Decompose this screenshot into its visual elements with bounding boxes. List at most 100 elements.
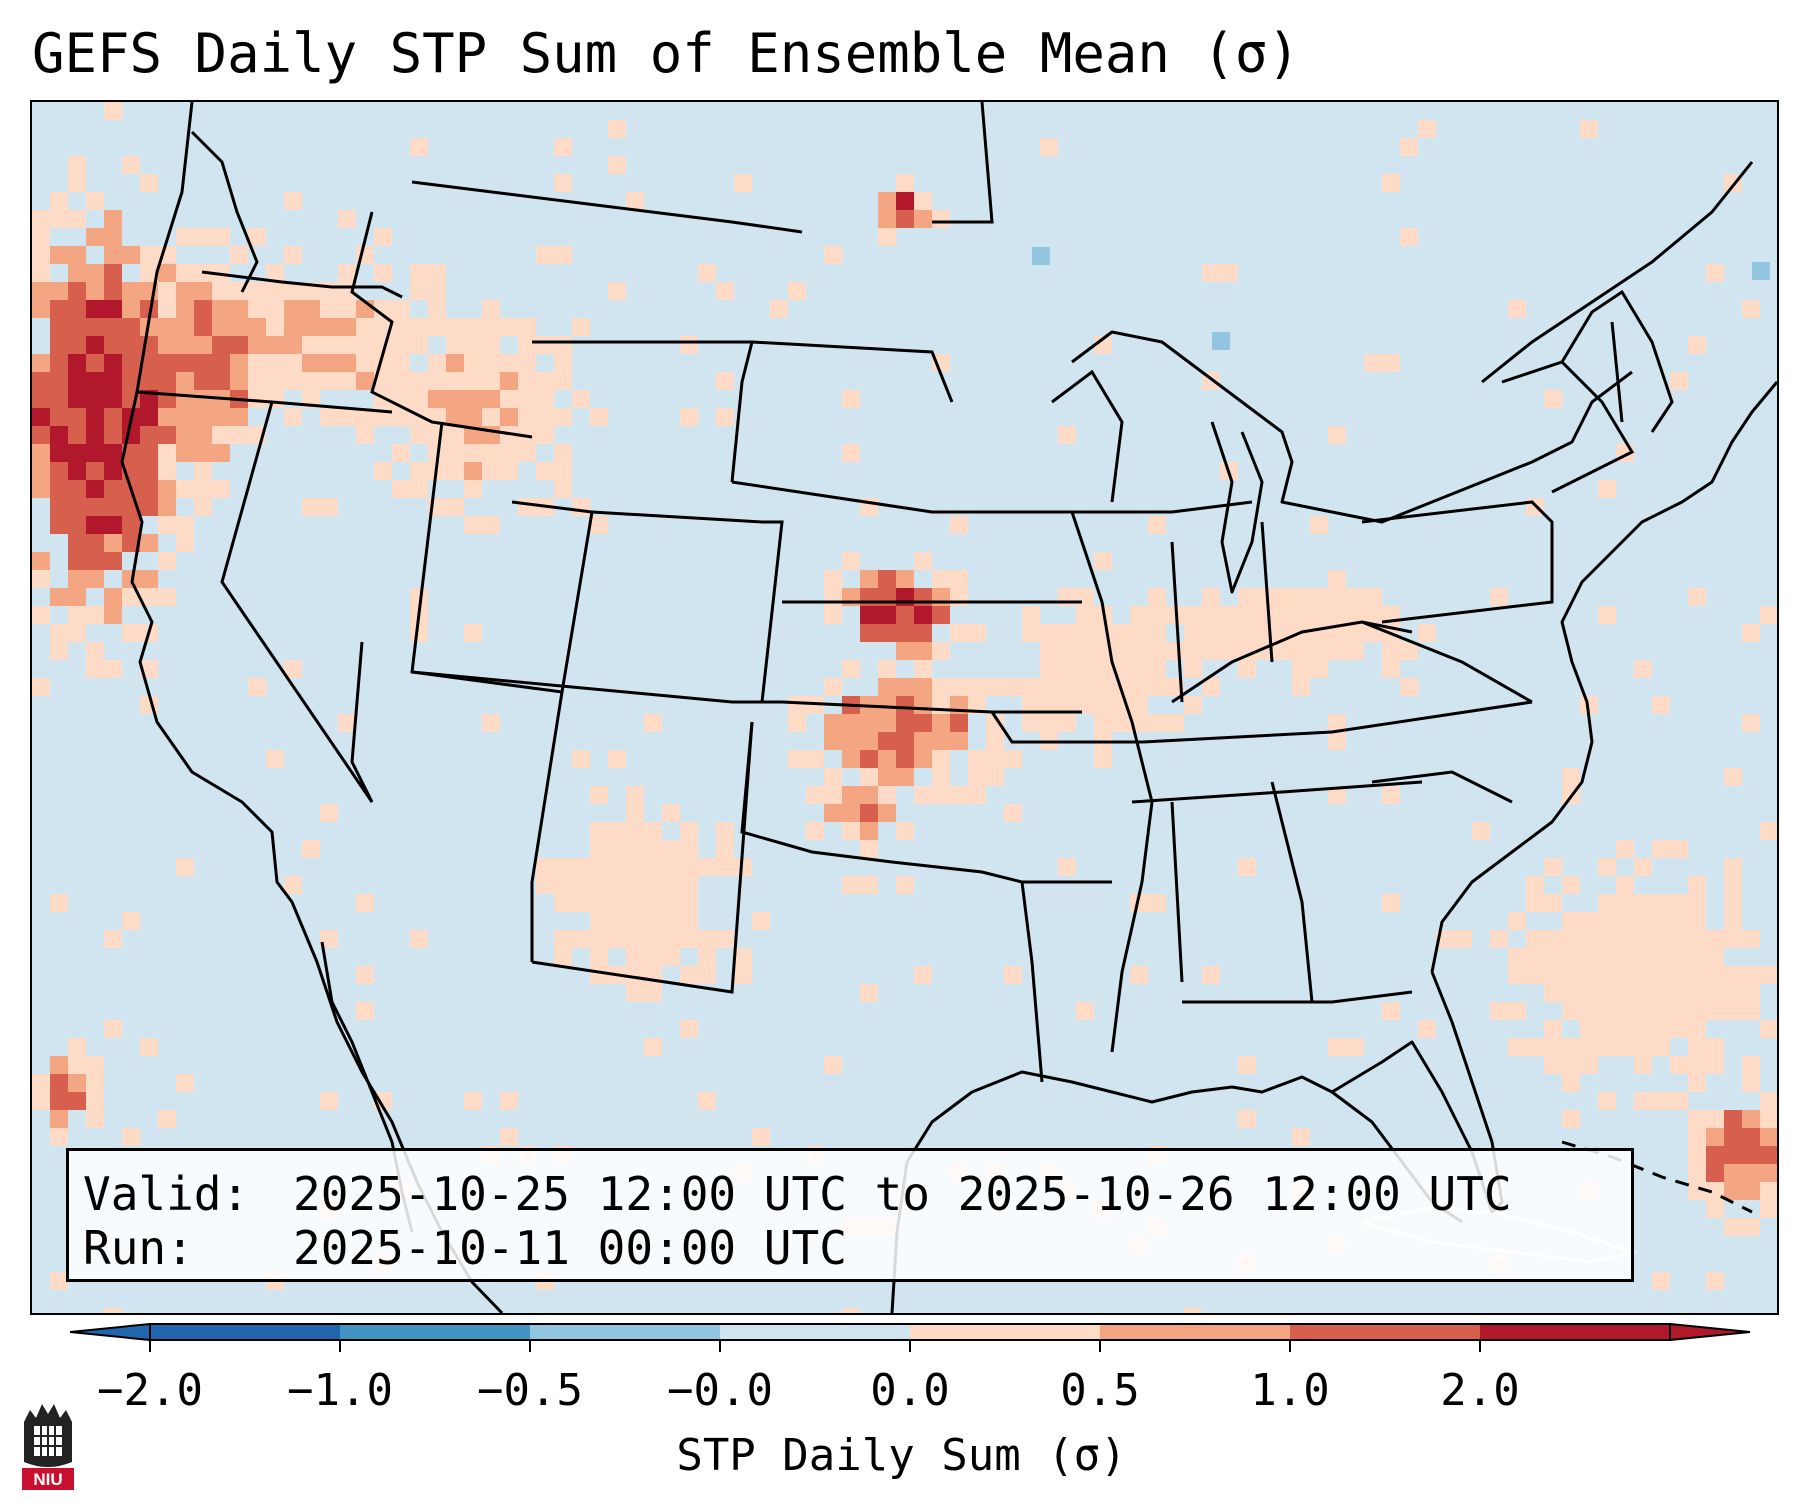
- stp-grid-cell: [500, 390, 518, 408]
- stp-grid-cell: [284, 372, 302, 390]
- stp-grid-cell: [1688, 1128, 1706, 1146]
- stp-grid-cell: [1382, 660, 1400, 678]
- stp-grid-cell: [770, 300, 788, 318]
- stp-grid-cell: [626, 930, 644, 948]
- stp-grid-cell: [1058, 624, 1076, 642]
- stp-grid-cell: [212, 426, 230, 444]
- stp-grid-cell: [86, 264, 104, 282]
- stp-grid-cell: [104, 246, 122, 264]
- stp-grid-cell: [194, 228, 212, 246]
- stp-grid-cell: [590, 786, 608, 804]
- stp-grid-cell: [950, 624, 968, 642]
- stp-grid-cell: [446, 462, 464, 480]
- stp-grid-cell: [554, 354, 572, 372]
- stp-grid-cell: [86, 300, 104, 318]
- stp-grid-cell: [158, 480, 176, 498]
- stp-grid-cell: [32, 480, 50, 498]
- stp-grid-cell: [284, 192, 302, 210]
- stp-grid-cell: [50, 210, 68, 228]
- border-tx-nm: [531, 721, 754, 994]
- stp-grid-cell: [1490, 930, 1508, 948]
- stp-grid-cell: [104, 318, 122, 336]
- stp-grid-cell: [158, 264, 176, 282]
- stp-grid-cell: [1076, 660, 1094, 678]
- stp-grid-cell: [1652, 894, 1670, 912]
- stp-grid-cell: [1688, 1074, 1706, 1092]
- stp-grid-cell: [608, 156, 626, 174]
- stp-grid-cell: [860, 876, 878, 894]
- stp-grid-cell: [320, 804, 338, 822]
- stp-grid-cell: [68, 498, 86, 516]
- stp-grid-cell: [1616, 966, 1634, 984]
- stp-grid-cell: [32, 354, 50, 372]
- stp-grid-cell: [338, 408, 356, 426]
- stp-grid-cell: [1166, 714, 1184, 732]
- stp-grid-cell: [1670, 1056, 1688, 1074]
- stp-grid-cell: [968, 624, 986, 642]
- border-wa-or: [201, 270, 403, 299]
- border-va-wv: [1361, 620, 1533, 704]
- stp-grid-cell: [392, 444, 410, 462]
- stp-grid-cell: [392, 336, 410, 354]
- stp-grid-cell: [1328, 426, 1346, 444]
- stp-grid-cell: [1742, 984, 1760, 1002]
- stp-grid-cell: [608, 282, 626, 300]
- stp-grid-cell: [662, 840, 680, 858]
- stp-grid-cell: [1220, 606, 1238, 624]
- stp-grid-cell: [554, 246, 572, 264]
- stp-grid-cell: [914, 624, 932, 642]
- stp-grid-cell: [644, 858, 662, 876]
- stp-grid-cell: [68, 606, 86, 624]
- stp-grid-cell: [1040, 660, 1058, 678]
- stp-grid-cell: [104, 372, 122, 390]
- stp-grid-cell: [1616, 894, 1634, 912]
- stp-grid-cell: [1724, 894, 1742, 912]
- stp-grid-cell: [1004, 750, 1022, 768]
- stp-grid-cell: [1670, 912, 1688, 930]
- stp-grid-cell: [464, 354, 482, 372]
- stp-grid-cell: [1580, 120, 1598, 138]
- colorbar: [70, 1322, 1750, 1352]
- stp-grid-cell: [266, 318, 284, 336]
- stp-grid-cell: [122, 588, 140, 606]
- stp-grid-cell: [1274, 588, 1292, 606]
- stp-grid-cell: [320, 336, 338, 354]
- stp-grid-cell: [518, 444, 536, 462]
- stp-grid-cell: [878, 624, 896, 642]
- stp-grid-cell: [518, 498, 536, 516]
- stp-grid-cell: [554, 174, 572, 192]
- stp-grid-cell: [446, 354, 464, 372]
- stp-grid-cell: [158, 516, 176, 534]
- border-al-ga: [1270, 781, 1314, 1003]
- stp-grid-cell: [1688, 588, 1706, 606]
- stp-grid-cell: [896, 174, 914, 192]
- stp-grid-cell: [338, 210, 356, 228]
- stp-grid-cell: [158, 498, 176, 516]
- stp-grid-cell: [1688, 966, 1706, 984]
- stp-grid-cell: [1544, 858, 1562, 876]
- stp-grid-cell: [914, 210, 932, 228]
- stp-grid-cell: [1544, 966, 1562, 984]
- stp-grid-cell: [122, 426, 140, 444]
- stp-grid-cell: [1616, 1002, 1634, 1020]
- stp-grid-cell: [1400, 138, 1418, 156]
- stp-grid-cell: [32, 570, 50, 588]
- stp-grid-cell: [644, 876, 662, 894]
- stp-grid-cell: [446, 408, 464, 426]
- stp-grid-cell: [50, 480, 68, 498]
- stp-grid-cell: [878, 786, 896, 804]
- stp-grid-cell: [1688, 894, 1706, 912]
- stp-grid-cell: [1094, 660, 1112, 678]
- stp-grid-cell: [86, 1092, 104, 1110]
- stp-grid-cell: [554, 372, 572, 390]
- stp-grid-cell: [392, 480, 410, 498]
- stp-grid-cell: [68, 246, 86, 264]
- stp-grid-cell: [1616, 984, 1634, 1002]
- stp-grid-cell: [1022, 624, 1040, 642]
- stp-grid-cell: [320, 318, 338, 336]
- stp-grid-cell: [1238, 606, 1256, 624]
- stp-grid-cell: [1328, 588, 1346, 606]
- stp-grid-cell: [158, 462, 176, 480]
- stp-grid-cell: [1076, 624, 1094, 642]
- stp-grid-cell: [644, 894, 662, 912]
